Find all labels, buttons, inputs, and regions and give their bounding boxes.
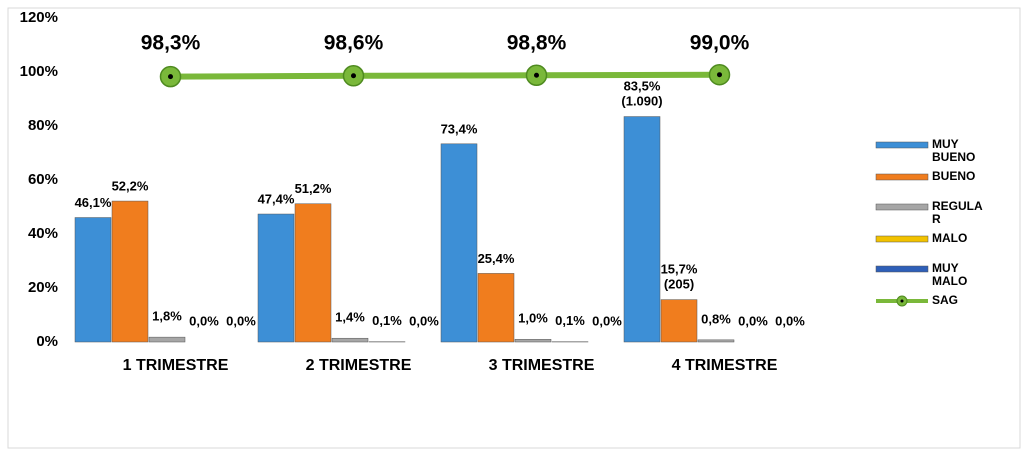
x-tick-label: 3 TRIMESTRE: [489, 357, 595, 374]
marker-dot: [534, 72, 539, 78]
data-label: 83,5% (1.090): [621, 79, 662, 109]
data-label: 0,0%: [775, 313, 805, 328]
data-label: 1,4%: [335, 310, 365, 325]
bar: [111, 200, 149, 343]
legend-swatch: [875, 141, 929, 149]
y-tick-label: 0%: [36, 333, 58, 350]
x-tick-label: 2 TRIMESTRE: [306, 357, 412, 374]
data-label: 0,8%: [701, 311, 731, 326]
bar: [148, 336, 186, 343]
y-tick-label: 100%: [20, 63, 58, 80]
line: [170, 71, 720, 80]
legend-label: REGULA R: [932, 199, 983, 226]
y-tick-label: 20%: [28, 279, 58, 296]
legend-swatch: [875, 173, 929, 181]
bar: [623, 116, 661, 343]
bar: [477, 273, 515, 343]
bar: [697, 339, 735, 343]
data-label: 0,0%: [189, 313, 219, 328]
marker-dot: [168, 74, 173, 80]
data-label: 0,1%: [372, 313, 402, 328]
data-label: 73,4%: [441, 121, 478, 136]
y-tick-label: 80%: [28, 117, 58, 134]
bar: [74, 217, 112, 343]
marker-dot: [717, 72, 722, 78]
marker-dot: [351, 73, 356, 79]
data-label: 98,8%: [507, 32, 567, 55]
data-label: 46,1%: [75, 195, 112, 210]
x-tick-label: 1 TRIMESTRE: [123, 357, 229, 374]
data-label: 99,0%: [690, 32, 750, 55]
data-label: 52,2%: [112, 178, 149, 193]
data-label: 51,2%: [295, 181, 332, 196]
legend-label: MUY MALO: [932, 261, 967, 288]
bar: [294, 203, 332, 343]
y-tick-label: 120%: [20, 9, 58, 26]
data-label: 0,0%: [592, 313, 622, 328]
legend-swatch: [875, 265, 929, 273]
data-label: 1,8%: [152, 309, 182, 324]
data-label: 47,4%: [258, 191, 295, 206]
data-label: 98,3%: [141, 32, 201, 55]
legend-label: BUENO: [932, 169, 975, 183]
legend-swatch: [875, 235, 929, 243]
bar: [440, 143, 478, 343]
legend-label: MUY BUENO: [932, 137, 975, 164]
x-tick-label: 4 TRIMESTRE: [672, 357, 778, 374]
legend-label: SAG: [932, 293, 958, 307]
y-tick-label: 40%: [28, 225, 58, 242]
legend-swatch: [875, 203, 929, 211]
data-label: 15,7% (205): [661, 262, 698, 292]
data-label: 25,4%: [478, 251, 515, 266]
bar: [257, 213, 295, 343]
data-label: 98,6%: [324, 32, 384, 55]
data-label: 0,1%: [555, 313, 585, 328]
legend-label: MALO: [932, 231, 967, 245]
data-label: 1,0%: [518, 311, 548, 326]
bar: [514, 339, 552, 343]
bar: [660, 299, 698, 343]
legend-marker-dot: [900, 299, 904, 303]
bar: [331, 337, 369, 343]
y-tick-label: 60%: [28, 171, 58, 188]
data-label: 0,0%: [409, 313, 439, 328]
data-label: 0,0%: [226, 313, 256, 328]
data-label: 0,0%: [738, 313, 768, 328]
